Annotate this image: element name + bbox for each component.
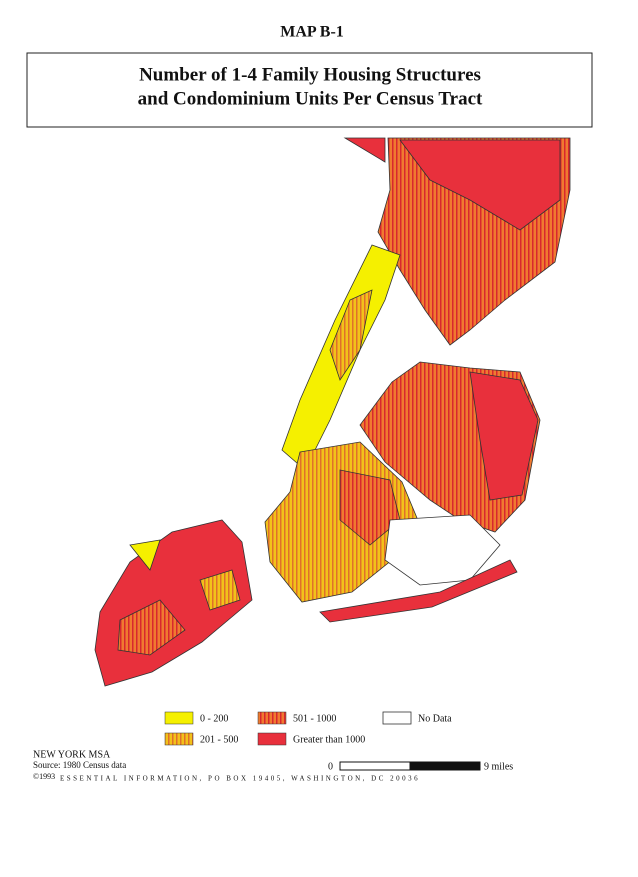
- legend-swatch: [257, 711, 287, 725]
- scale-start: 0: [328, 761, 333, 772]
- legend-swatch: [164, 732, 194, 746]
- legend: 0 - 200 201 - 500 501 - 1000 Greater tha…: [164, 711, 452, 746]
- copyright: ©1993: [33, 772, 55, 781]
- legend-swatch: [257, 732, 287, 746]
- region: [129, 539, 161, 571]
- rockaway: [319, 559, 518, 623]
- legend-label: 0 - 200: [200, 713, 228, 724]
- region: [117, 599, 186, 656]
- title-line: and Condominium Units Per Census Tract: [138, 88, 483, 109]
- legend-label: Greater than 1000: [293, 734, 365, 745]
- legend-label: 201 - 500: [200, 734, 238, 745]
- map-label: MAP B-1: [280, 24, 344, 41]
- legend-swatch: [382, 711, 412, 725]
- region: [339, 469, 401, 546]
- scale-segment: [339, 761, 411, 771]
- scale-segment: [409, 761, 481, 771]
- map: [94, 137, 571, 687]
- region: [343, 137, 386, 163]
- publisher: ESSENTIAL INFORMATION, PO BOX 19405, WAS…: [60, 775, 420, 783]
- title-line: Number of 1-4 Family Housing Structures: [139, 64, 481, 85]
- legend-label: 501 - 1000: [293, 713, 336, 724]
- region: [329, 289, 373, 381]
- source-label: Source: 1980 Census data: [33, 760, 126, 770]
- title-box: [26, 52, 593, 128]
- region: [469, 371, 539, 501]
- scale-bar: 0 9 miles: [328, 761, 513, 772]
- legend-label: No Data: [418, 713, 452, 724]
- region-label: NEW YORK MSA: [33, 749, 111, 760]
- scale-end: 9 miles: [484, 761, 513, 772]
- region: [399, 139, 561, 231]
- legend-swatch: [164, 711, 194, 725]
- region: [199, 569, 241, 611]
